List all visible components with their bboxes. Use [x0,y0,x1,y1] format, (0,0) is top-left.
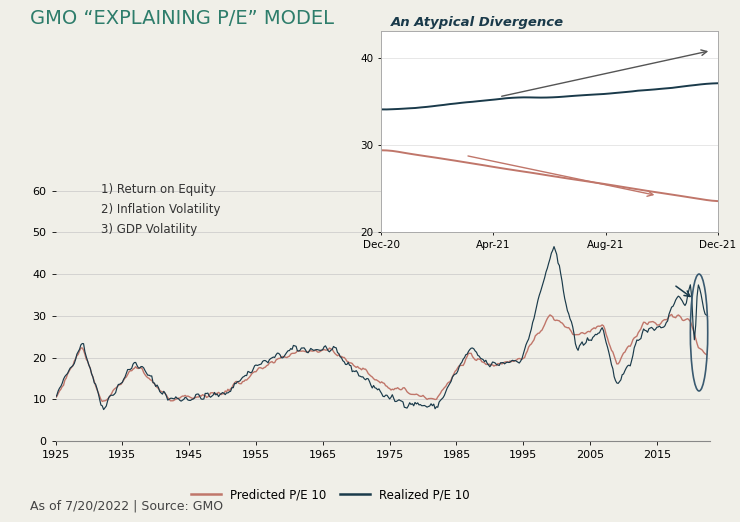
Legend: Predicted P/E 10, Realized P/E 10: Predicted P/E 10, Realized P/E 10 [186,483,475,506]
Text: 1) Return on Equity
2) Inflation Volatility
3) GDP Volatility: 1) Return on Equity 2) Inflation Volatil… [101,183,221,236]
Text: As of 7/20/2022 | Source: GMO: As of 7/20/2022 | Source: GMO [30,500,223,513]
Text: GMO “EXPLAINING P/E” MODEL: GMO “EXPLAINING P/E” MODEL [30,9,334,28]
Text: An Atypical Divergence: An Atypical Divergence [391,16,565,29]
